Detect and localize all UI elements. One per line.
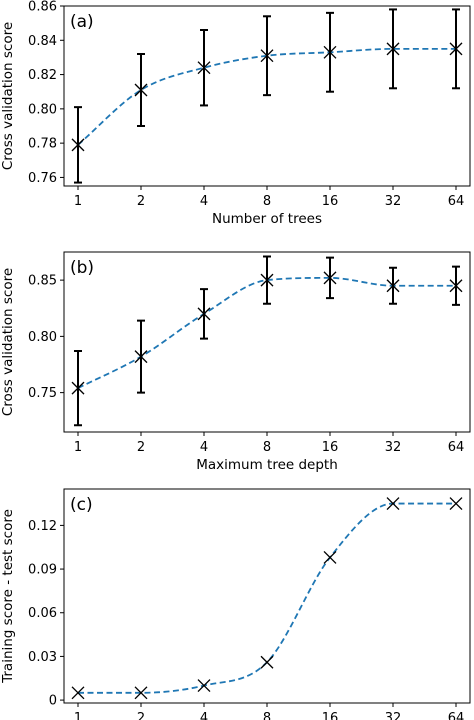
fit-curve xyxy=(78,502,456,694)
data-point-marker xyxy=(449,42,463,56)
data-point-marker xyxy=(134,83,148,97)
x-tick-label: 16 xyxy=(322,194,339,209)
data-point-marker xyxy=(449,279,463,293)
data-point-marker xyxy=(449,497,463,511)
x-tick-label: 64 xyxy=(448,194,465,209)
y-tick-label: 0.84 xyxy=(28,34,57,49)
data-point-marker xyxy=(134,686,148,700)
data-point-marker xyxy=(134,350,148,364)
x-tick-label: 16 xyxy=(322,711,339,720)
data-point-marker xyxy=(386,279,400,293)
y-tick-label: 0 xyxy=(49,694,57,709)
data-point-marker xyxy=(323,45,337,59)
x-tick-label: 8 xyxy=(263,194,271,209)
x-tick-label: 1 xyxy=(74,440,82,455)
y-tick-label: 0.76 xyxy=(28,171,57,186)
panel-2: 1 2 4 8 16 32 64 0.75 0.80 0.85 Maximum tree depth… xyxy=(0,251,471,473)
data-point-marker xyxy=(323,550,337,564)
data-point-marker xyxy=(71,686,85,700)
panel-label: (c) xyxy=(70,495,93,515)
y-tick-label: 0.80 xyxy=(28,102,57,117)
y-tick-label: 0.06 xyxy=(28,606,57,621)
x-tick-label: 4 xyxy=(200,440,208,455)
x-tick-label: 4 xyxy=(200,194,208,209)
y-axis-label: Cross validation score xyxy=(0,22,16,170)
data-point-marker xyxy=(260,49,274,63)
y-tick-label: 0.78 xyxy=(28,137,57,152)
y-tick-label: 0.12 xyxy=(28,519,57,534)
data-point-marker xyxy=(197,679,211,692)
panel-1: 1 2 4 8 16 32 64 0.76 0.78 0.80 0.82 0.84 0.86 Number… xyxy=(0,0,471,227)
data-point-marker xyxy=(71,381,85,395)
x-axis-label: Maximum tree depth xyxy=(196,457,338,473)
y-axis-label: Cross validation score xyxy=(0,268,16,416)
data-point-marker xyxy=(197,307,211,321)
y-tick-label: 0.09 xyxy=(28,563,57,578)
x-tick-label: 16 xyxy=(322,440,339,455)
data-point-marker xyxy=(71,138,85,152)
y-axis-label: Training score - test score xyxy=(0,509,16,684)
y-tick-label: 0.03 xyxy=(28,650,57,665)
x-tick-label: 32 xyxy=(385,440,402,455)
data-point-marker xyxy=(197,61,211,75)
x-tick-label: 1 xyxy=(74,194,82,209)
data-point-marker xyxy=(386,42,400,56)
x-tick-label: 2 xyxy=(137,194,145,209)
x-tick-label: 4 xyxy=(200,711,208,720)
data-point-marker xyxy=(260,273,274,287)
plot-frame xyxy=(63,488,471,704)
x-axis-label: Number of trees xyxy=(212,211,322,227)
panel-label: (b) xyxy=(70,258,94,278)
data-point-marker xyxy=(323,271,337,285)
x-tick-label: 2 xyxy=(137,711,145,720)
panel-label: (a) xyxy=(70,12,94,32)
y-tick-label: 0.80 xyxy=(28,330,57,345)
x-tick-label: 2 xyxy=(137,440,145,455)
y-tick-label: 0.75 xyxy=(28,386,57,401)
y-tick-label: 0.86 xyxy=(28,0,57,15)
x-tick-label: 32 xyxy=(385,711,402,720)
x-tick-label: 8 xyxy=(263,711,271,720)
x-tick-label: 1 xyxy=(74,711,82,720)
x-tick-label: 32 xyxy=(385,194,402,209)
data-point-marker xyxy=(386,497,400,511)
data-point-marker xyxy=(260,655,274,669)
x-tick-label: 8 xyxy=(263,440,271,455)
y-tick-label: 0.85 xyxy=(28,274,57,289)
y-tick-label: 0.82 xyxy=(28,68,57,83)
x-tick-label: 64 xyxy=(448,711,465,720)
x-tick-label: 64 xyxy=(448,440,465,455)
